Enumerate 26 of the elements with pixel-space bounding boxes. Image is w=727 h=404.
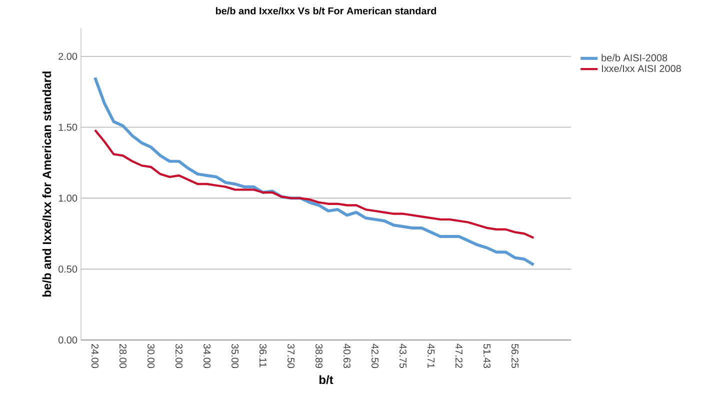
y-axis-title: be/b and Ixxe/Ixx for American standard <box>42 72 52 296</box>
legend-label: be/b AISI-2008 <box>602 54 668 62</box>
x-tick-label: 47.22 <box>456 344 462 368</box>
x-tick-label: 51.43 <box>483 344 491 368</box>
y-tick-label: 1.00 <box>58 194 78 202</box>
chart-title: be/b and Ixxe/Ixx Vs b/t For American standard <box>216 7 436 15</box>
y-tick-label: 1.50 <box>58 124 78 131</box>
x-tick-label: 43.75 <box>399 344 407 368</box>
x-axis-title: b/t <box>319 375 334 384</box>
x-tick-label: 40.63 <box>343 344 351 368</box>
y-tick-label: 0.50 <box>58 266 78 273</box>
x-tick-label: 24.00 <box>91 344 99 368</box>
x-tick-label: 30.00 <box>147 344 155 368</box>
x-tick-label: 34.00 <box>203 344 211 368</box>
x-tick-label: 32.00 <box>175 344 183 368</box>
legend-label: Ixxe/Ixx AISI 2008 <box>602 64 681 72</box>
y-tick-label: 0.00 <box>58 336 78 344</box>
x-tick-label: 38.89 <box>315 344 323 368</box>
x-tick-label: 56.25 <box>511 344 519 368</box>
x-tick-label: 37.50 <box>287 344 295 368</box>
x-tick-label: 35.00 <box>231 344 239 368</box>
x-tick-label: 42.50 <box>371 344 379 368</box>
x-tick-label: 36.11 <box>259 344 267 368</box>
x-tick-label: 28.00 <box>119 344 127 368</box>
x-tick-label: 45.71 <box>428 344 434 368</box>
y-tick-label: 2.00 <box>58 52 78 60</box>
